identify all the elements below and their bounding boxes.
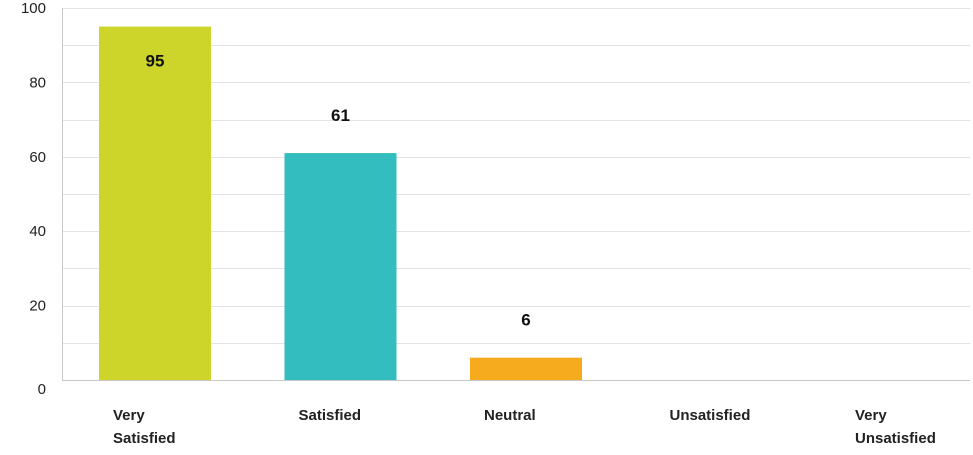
y-tick-label: 100 bbox=[21, 0, 46, 17]
bar bbox=[284, 153, 397, 380]
x-category-label-line: Neutral bbox=[484, 407, 536, 424]
x-category-label: Neutral bbox=[484, 407, 536, 424]
x-category-label-line: Unsatisfied bbox=[670, 407, 751, 424]
y-tick-label: 60 bbox=[29, 149, 46, 166]
y-tick-label: 0 bbox=[38, 381, 46, 398]
data-label: 95 bbox=[146, 52, 165, 71]
bar bbox=[470, 357, 582, 380]
x-category-label-line: Very bbox=[113, 407, 145, 424]
x-category-label: Very Unsatisfied bbox=[855, 407, 936, 447]
y-tick-label: 20 bbox=[29, 298, 46, 315]
x-category-label-line: Very bbox=[855, 407, 887, 424]
y-tick-label: 40 bbox=[29, 223, 46, 240]
x-category-label-line: Unsatisfied bbox=[855, 430, 936, 447]
bar bbox=[99, 26, 211, 380]
x-category-label-line: Satisfied bbox=[113, 430, 176, 447]
grid-lines bbox=[62, 8, 970, 381]
data-labels: 95 61 6 bbox=[146, 52, 531, 330]
x-category-label: Very Satisfied bbox=[113, 407, 176, 447]
data-label: 61 bbox=[331, 106, 350, 125]
x-category-label: Unsatisfied bbox=[670, 407, 751, 424]
x-category-label: Satisfied bbox=[299, 407, 362, 424]
y-tick-label: 80 bbox=[29, 74, 46, 91]
x-category-label-line: Satisfied bbox=[299, 407, 362, 424]
y-axis-ticks: 0 20 40 60 80 100 bbox=[21, 0, 46, 398]
x-axis-labels: Very Satisfied Satisfied Neutral Unsatisfied… bbox=[113, 407, 936, 447]
bars bbox=[99, 26, 582, 380]
data-label: 6 bbox=[521, 311, 530, 330]
